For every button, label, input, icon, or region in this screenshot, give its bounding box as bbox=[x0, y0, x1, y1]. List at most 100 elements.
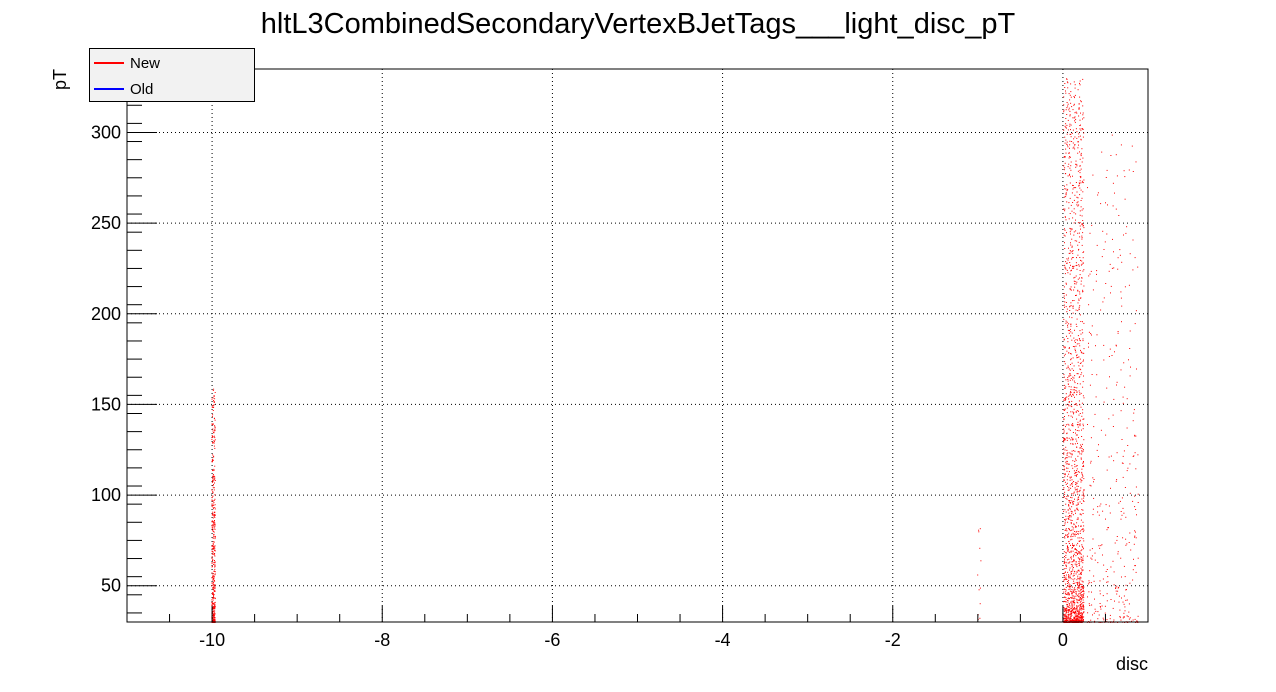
data-point bbox=[1081, 594, 1083, 596]
data-point bbox=[1077, 426, 1079, 428]
data-point bbox=[1073, 567, 1074, 568]
data-point bbox=[214, 549, 216, 551]
data-point bbox=[213, 500, 215, 501]
data-point bbox=[213, 445, 215, 447]
data-point bbox=[1070, 535, 1072, 537]
data-point bbox=[1063, 346, 1065, 348]
data-point bbox=[1079, 584, 1080, 586]
data-point bbox=[1067, 489, 1069, 491]
data-point bbox=[1079, 604, 1081, 605]
data-point bbox=[1112, 238, 1113, 240]
data-point bbox=[1115, 590, 1117, 592]
data-point bbox=[1071, 566, 1073, 568]
data-point bbox=[1068, 609, 1070, 611]
data-point bbox=[1063, 608, 1065, 610]
data-point bbox=[212, 442, 213, 444]
data-point bbox=[1101, 544, 1103, 546]
data-point bbox=[1069, 575, 1071, 577]
data-point bbox=[211, 585, 213, 587]
data-point bbox=[1070, 305, 1072, 307]
data-point bbox=[1122, 396, 1124, 398]
data-point bbox=[1076, 112, 1078, 114]
data-point bbox=[1065, 597, 1067, 599]
data-point bbox=[1093, 612, 1095, 614]
data-point bbox=[1076, 594, 1078, 596]
data-point bbox=[1081, 223, 1083, 224]
data-point bbox=[212, 527, 214, 529]
data-point bbox=[1069, 133, 1071, 135]
data-point bbox=[1082, 425, 1084, 427]
data-point bbox=[1081, 215, 1083, 217]
data-point bbox=[1066, 437, 1068, 439]
data-point bbox=[1066, 232, 1067, 234]
data-point bbox=[1080, 598, 1082, 600]
data-point bbox=[1087, 187, 1088, 189]
data-point bbox=[1083, 586, 1085, 588]
data-point bbox=[1079, 513, 1081, 515]
data-point bbox=[1077, 610, 1079, 612]
data-point bbox=[1105, 202, 1106, 204]
data-point bbox=[1067, 550, 1069, 552]
data-point bbox=[1076, 470, 1078, 471]
data-point bbox=[1070, 242, 1071, 244]
data-point bbox=[1088, 580, 1090, 582]
data-point bbox=[1129, 330, 1131, 332]
data-point bbox=[1079, 540, 1081, 542]
data-point bbox=[1077, 222, 1079, 224]
data-point bbox=[1069, 252, 1071, 254]
data-point bbox=[1075, 323, 1077, 325]
data-point bbox=[214, 553, 216, 555]
data-point bbox=[1077, 290, 1079, 292]
data-point bbox=[1069, 316, 1070, 318]
data-point bbox=[214, 398, 216, 400]
data-point bbox=[1068, 585, 1070, 587]
data-point bbox=[1073, 524, 1075, 526]
data-point bbox=[214, 426, 216, 428]
y-tick-label: 100 bbox=[91, 485, 121, 505]
data-point bbox=[1082, 602, 1084, 604]
data-point bbox=[1103, 359, 1105, 361]
data-point bbox=[1080, 600, 1082, 602]
data-point bbox=[1070, 515, 1072, 517]
data-point bbox=[1074, 382, 1076, 384]
data-point bbox=[1129, 617, 1131, 619]
data-point bbox=[1069, 115, 1071, 117]
data-point bbox=[1069, 476, 1071, 478]
data-point bbox=[213, 589, 214, 591]
data-point bbox=[1070, 124, 1072, 126]
data-point bbox=[1076, 485, 1078, 487]
data-point bbox=[211, 601, 213, 603]
data-point bbox=[1081, 372, 1083, 374]
data-point bbox=[1081, 352, 1082, 354]
data-point bbox=[1120, 619, 1122, 621]
data-point bbox=[1070, 411, 1072, 413]
data-point bbox=[1067, 536, 1068, 538]
data-point bbox=[1079, 577, 1081, 579]
data-point bbox=[1070, 619, 1072, 621]
data-point bbox=[1063, 473, 1065, 475]
data-point bbox=[1067, 620, 1069, 622]
data-point bbox=[1075, 620, 1077, 621]
data-point bbox=[1075, 432, 1076, 434]
data-point bbox=[1073, 413, 1074, 415]
data-point bbox=[212, 587, 214, 589]
data-point bbox=[1071, 614, 1073, 616]
data-point bbox=[214, 590, 216, 591]
x-tick-label: -2 bbox=[885, 630, 901, 650]
data-point bbox=[213, 606, 215, 608]
data-point bbox=[1079, 82, 1080, 84]
data-point bbox=[1075, 613, 1077, 615]
data-point bbox=[1070, 405, 1072, 407]
data-point bbox=[1070, 264, 1071, 266]
data-point bbox=[1079, 530, 1081, 532]
data-point bbox=[212, 500, 214, 502]
data-point bbox=[1083, 285, 1085, 287]
data-point bbox=[1093, 497, 1095, 499]
legend: New Old bbox=[89, 48, 255, 102]
data-point bbox=[1075, 459, 1077, 461]
data-point bbox=[1067, 535, 1069, 537]
data-point bbox=[1072, 590, 1074, 592]
data-point bbox=[1067, 594, 1069, 596]
data-point bbox=[1081, 277, 1083, 279]
data-point bbox=[1071, 538, 1073, 540]
